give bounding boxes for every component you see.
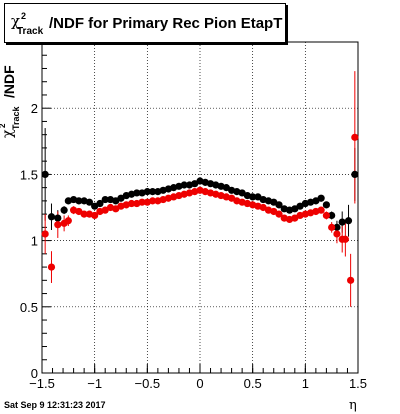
- data-point-red: [80, 210, 88, 218]
- data-point-red: [41, 230, 49, 238]
- data-points: [41, 133, 359, 284]
- chart-title: /NDF for Primary Rec Pion EtapT: [49, 15, 283, 32]
- y-label-subscript: Track: [11, 106, 21, 130]
- data-point-red: [351, 133, 359, 141]
- data-point-black: [249, 193, 257, 201]
- data-point-black: [338, 218, 346, 226]
- tick-labels: −1.5 −1 −0.5 0 0.5 1 1.5 0 0.5 1 1.5 2: [20, 101, 367, 391]
- data-point-black: [322, 201, 330, 209]
- y-tick-label: 1.5: [20, 167, 38, 182]
- y-tick-label: 0: [31, 366, 38, 381]
- data-point-black: [133, 189, 141, 197]
- title-chi-symbol: χ: [11, 12, 21, 30]
- data-point-black: [180, 181, 188, 189]
- x-tick-label: 1.5: [349, 376, 367, 391]
- x-tick-label: −1: [87, 376, 102, 391]
- data-point-red: [317, 206, 325, 214]
- x-axis-label: η: [349, 398, 357, 413]
- x-tick-label: −1.5: [29, 376, 55, 391]
- y-label-chi: χ: [0, 129, 16, 138]
- data-point-red: [341, 235, 349, 243]
- y-tick-label: 0.5: [20, 300, 38, 315]
- data-point-black: [75, 197, 83, 205]
- data-point-black: [149, 188, 157, 196]
- data-point-red: [54, 221, 62, 229]
- data-point-black: [101, 195, 109, 204]
- data-point-red: [127, 199, 136, 208]
- data-point-red: [328, 223, 336, 231]
- data-point-black: [344, 217, 353, 225]
- title-superscript: 2: [21, 11, 27, 21]
- data-point-black: [85, 198, 93, 206]
- y-label-superscript: 2: [0, 124, 7, 128]
- y-axis-label: χ 2 Track /NDF: [0, 58, 21, 138]
- axis-ticks: [41, 54, 359, 374]
- data-point-black: [41, 170, 49, 178]
- data-point-red: [347, 276, 355, 284]
- data-point-red: [91, 211, 99, 220]
- grid-lines: [42, 42, 358, 373]
- date-stamp: Sat Sep 9 12:31:23 2017: [4, 400, 106, 410]
- x-tick-label: −0.5: [134, 376, 160, 391]
- data-point-black: [317, 194, 325, 202]
- data-point-red: [138, 198, 146, 206]
- data-point-black: [143, 188, 151, 196]
- y-label-text: /NDF: [1, 65, 17, 98]
- x-tick-label: 0.5: [244, 376, 262, 391]
- data-point-red: [64, 217, 72, 225]
- data-point-red: [333, 230, 341, 238]
- data-point-black: [275, 201, 283, 209]
- data-point-red: [149, 197, 157, 205]
- data-point-black: [333, 223, 341, 231]
- data-point-black: [328, 211, 336, 220]
- title-subscript: Track: [17, 26, 44, 37]
- x-tick-label: 1: [302, 376, 309, 391]
- data-point-black: [351, 170, 359, 178]
- x-tick-label: 0: [196, 376, 203, 391]
- data-point-black: [60, 206, 68, 214]
- data-point-red: [275, 210, 283, 218]
- y-tick-label: 2: [31, 101, 38, 116]
- data-point-black: [47, 213, 56, 221]
- data-point-red: [322, 211, 330, 220]
- data-point-black: [54, 214, 62, 222]
- y-tick-label: 1: [31, 234, 38, 249]
- chart-title-box: χ 2 Track /NDF for Primary Rec Pion Etap…: [4, 3, 286, 43]
- data-point-black: [96, 199, 104, 208]
- data-point-red: [47, 263, 56, 271]
